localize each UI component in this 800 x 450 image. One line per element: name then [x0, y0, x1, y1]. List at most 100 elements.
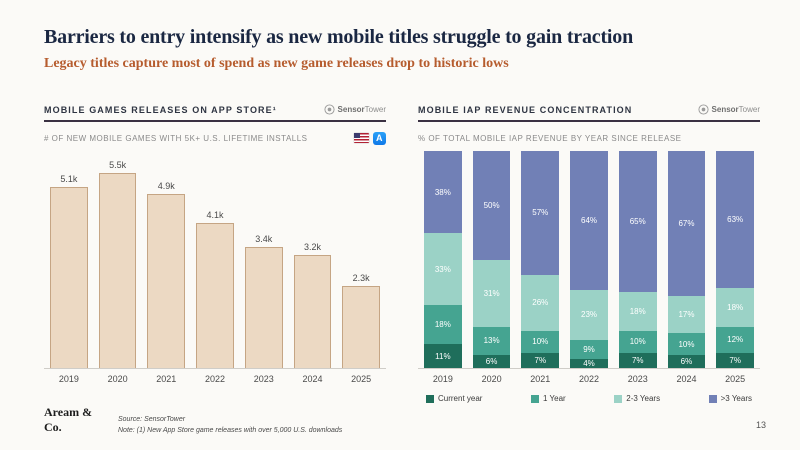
release-bar: [293, 255, 332, 368]
release-bar-column: 5.1k: [50, 174, 88, 368]
chart-panels: MOBILE GAMES RELEASES ON APP STORE¹ Sens…: [44, 104, 760, 403]
iap-stacked-bar: 63% 18% 12% 7%: [716, 151, 755, 368]
x-axis-label: 2020: [481, 374, 502, 384]
releases-panel-title: MOBILE GAMES RELEASES ON APP STORE¹: [44, 105, 277, 115]
sensor-tower-icon: [323, 104, 335, 115]
stacked-segment: 23%: [570, 289, 608, 340]
stacked-segment: 26%: [521, 274, 560, 332]
stacked-segment: 4%: [570, 359, 608, 368]
stacked-segment: 63%: [716, 151, 755, 288]
release-bar-column: 4.1k: [196, 210, 234, 368]
sensor-tower-icon: [697, 104, 709, 115]
stacked-segment: 7%: [618, 352, 657, 368]
page-subtitle: Legacy titles capture most of spend as n…: [44, 56, 509, 71]
x-axis-label: 2019: [58, 374, 79, 384]
stacked-segment: 6%: [667, 354, 706, 368]
stacked-segment: 64%: [570, 151, 608, 290]
legend-swatch: [614, 394, 623, 403]
app-store-icon: A: [373, 131, 386, 145]
legend-label: >3 Years: [720, 394, 752, 403]
x-axis-label: 2022: [579, 374, 600, 384]
legend-label: 2-3 Years: [626, 394, 661, 403]
iap-x-axis: 2019 2020 2021 2022 2023 2024 2025: [418, 374, 760, 384]
stacked-segment: 18%: [618, 292, 657, 332]
sensor-tower-wordmark: SensorTower: [337, 105, 386, 114]
stacked-segment: 10%: [521, 331, 560, 353]
release-bar: [147, 194, 186, 368]
sensor-tower-logo: SensorTower: [323, 104, 386, 115]
aream-co-logo-line1: Aream &: [44, 405, 93, 420]
iap-stacked-bar: 38% 33% 18% 11%: [424, 151, 462, 368]
release-bar: [98, 173, 137, 368]
release-bar: [50, 187, 88, 368]
x-axis-label: 2021: [530, 374, 551, 384]
aream-co-logo-line2: Co.: [44, 419, 62, 434]
stacked-segment: 6%: [472, 354, 511, 368]
stacked-segment: 10%: [667, 333, 706, 355]
stacked-segment: 18%: [716, 287, 755, 327]
iap-stacked-chart: 38% 33% 18% 11% 50% 31% 13% 6% 57% 26% 10% 7% 64% 23%…: [418, 151, 760, 369]
bar-value-label: 4.1k: [206, 210, 224, 220]
x-axis-label: 2020: [107, 374, 128, 384]
iap-legend: Current year 1 Year 2-3 Years >3 Years: [418, 394, 760, 403]
stacked-segment: 7%: [716, 352, 755, 368]
page-title: Barriers to entry intensify as new mobil…: [44, 26, 633, 48]
legend-item: 2-3 Years: [614, 394, 660, 403]
releases-panel-header: MOBILE GAMES RELEASES ON APP STORE¹ Sens…: [44, 104, 386, 122]
stacked-segment: 65%: [618, 151, 657, 293]
us-flag-icon: [354, 133, 369, 143]
bar-value-label: 3.4k: [255, 234, 273, 244]
x-axis-label: 2019: [432, 374, 453, 384]
stacked-segment: 33%: [424, 233, 462, 306]
releases-bar-chart: 5.1k 5.5k 4.9k 4.1k 3.4k 3.2k 2.3k: [44, 151, 386, 369]
footnote-line: Note: (1) New App Store game releases wi…: [118, 426, 343, 434]
bar-value-label: 2.3k: [352, 273, 370, 283]
stacked-segment: 38%: [424, 151, 462, 234]
release-bar-column: 4.9k: [147, 181, 186, 368]
stacked-segment: 17%: [667, 296, 706, 334]
x-axis-label: 2024: [302, 374, 323, 384]
sensor-tower-logo: SensorTower: [697, 104, 760, 115]
legend-item: 1 Year: [531, 394, 566, 403]
stacked-segment: 10%: [618, 331, 657, 353]
legend-item: >3 Years: [708, 394, 752, 403]
iap-stacked-bar: 67% 17% 10% 6%: [667, 151, 706, 368]
stacked-segment: 31%: [472, 259, 511, 327]
legend-swatch: [426, 394, 434, 403]
bar-value-label: 4.9k: [157, 181, 175, 191]
iap-panel-subtitle-row: % OF TOTAL MOBILE IAP REVENUE BY YEAR SI…: [418, 131, 760, 145]
release-bar-column: 5.5k: [98, 160, 137, 368]
bar-value-label: 3.2k: [303, 242, 321, 252]
stacked-segment: 9%: [570, 339, 608, 360]
releases-x-axis: 2019 2020 2021 2022 2023 2024 2025: [44, 374, 386, 384]
sensor-tower-wordmark: SensorTower: [711, 105, 760, 114]
legend-label: Current year: [438, 394, 483, 403]
release-bar-column: 2.3k: [342, 273, 381, 368]
iap-panel-subtitle: % OF TOTAL MOBILE IAP REVENUE BY YEAR SI…: [418, 133, 682, 143]
release-bar: [244, 247, 283, 368]
stacked-segment: 50%: [472, 151, 511, 260]
x-axis-label: 2022: [205, 374, 226, 384]
iap-stacked-bar: 50% 31% 13% 6%: [472, 151, 511, 368]
stacked-segment: 57%: [521, 151, 560, 275]
legend-swatch: [531, 394, 540, 403]
stacked-segment: 7%: [521, 352, 560, 368]
legend-swatch: [708, 394, 717, 403]
iap-panel: MOBILE IAP REVENUE CONCENTRATION SensorT…: [418, 104, 760, 403]
x-axis-label: 2025: [351, 374, 372, 384]
release-bar-column: 3.2k: [293, 242, 332, 368]
x-axis-label: 2025: [725, 374, 746, 384]
releases-panel: MOBILE GAMES RELEASES ON APP STORE¹ Sens…: [44, 104, 386, 403]
release-bar: [196, 223, 234, 368]
stacked-segment: 11%: [424, 344, 462, 368]
source-note: Source: SensorTower Note: (1) New App St…: [118, 414, 342, 436]
bar-value-label: 5.5k: [109, 160, 127, 170]
iap-panel-title: MOBILE IAP REVENUE CONCENTRATION: [418, 105, 633, 115]
stacked-segment: 12%: [716, 326, 755, 353]
release-bar-column: 3.4k: [244, 234, 283, 368]
stacked-segment: 13%: [472, 326, 511, 355]
x-axis-label: 2021: [156, 374, 177, 384]
iap-stacked-bar: 57% 26% 10% 7%: [521, 151, 560, 368]
x-axis-label: 2024: [676, 374, 697, 384]
